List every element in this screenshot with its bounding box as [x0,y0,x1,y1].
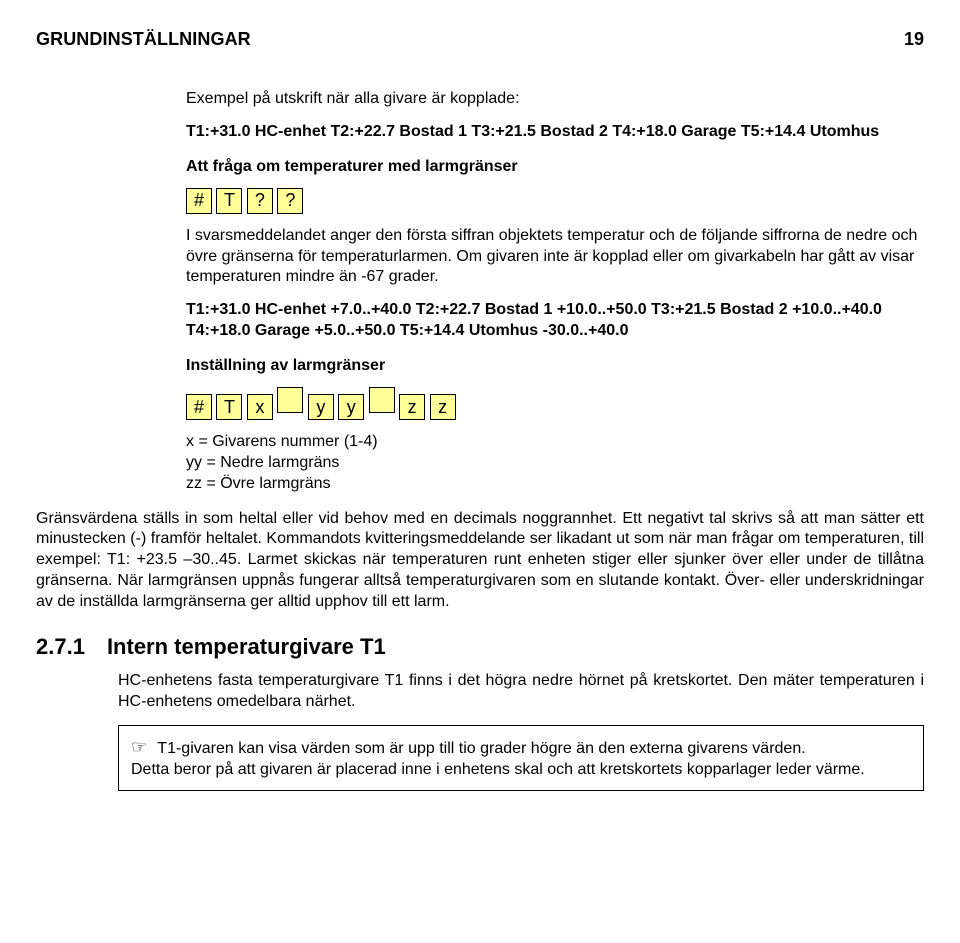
query-block: Att fråga om temperaturer med larmgränse… [36,157,924,342]
alarm-legend-yy: yy = Nedre larmgräns [186,453,924,474]
code-box: T [216,394,242,420]
example-block: Exempel på utskrift när alla givare är k… [36,89,924,143]
alarm-heading: Inställning av larmgränser [186,356,924,377]
main-text-block: Gränsvärdena ställs in som heltal eller … [36,509,924,613]
section-body-block: HC-enhetens fasta temperaturgivare T1 fi… [36,671,924,713]
hand-point-icon: ☞ [131,737,147,757]
alarm-code-row: # T x y y z z [186,387,924,421]
section-header: 2.7.1 Intern temperaturgivare T1 [36,633,924,662]
section-title: Intern temperaturgivare T1 [107,633,386,662]
code-box: z [430,394,456,420]
code-box [277,387,303,413]
section-number: 2.7.1 [36,633,85,662]
example-output: T1:+31.0 HC-enhet T2:+22.7 Bostad 1 T3:+… [186,122,924,143]
code-box: ? [247,188,273,214]
code-box: T [216,188,242,214]
section-body: HC-enhetens fasta temperaturgivare T1 fi… [36,671,924,713]
code-box: ? [277,188,303,214]
callout-text-1: T1-givaren kan visa värden som är upp ti… [157,740,805,757]
callout-line1: ☞ T1-givaren kan visa värden som är upp … [131,736,911,760]
code-box [369,387,395,413]
code-box: y [338,394,364,420]
page-number: 19 [904,28,924,51]
alarm-legend-zz: zz = Övre larmgräns [186,474,924,495]
code-box: x [247,394,273,420]
query-code-row: # T ? ? [186,188,924,214]
callout-text-2: Detta beror på att givaren är placerad i… [131,760,911,781]
code-box: z [399,394,425,420]
example-intro: Exempel på utskrift när alla givare är k… [186,89,924,110]
callout-box: ☞ T1-givaren kan visa värden som är upp … [118,725,924,792]
query-heading: Att fråga om temperaturer med larmgränse… [186,157,924,178]
code-box: y [308,394,334,420]
page-header: GRUNDINSTÄLLNINGAR 19 [36,28,924,51]
code-box: # [186,188,212,214]
alarm-block: Inställning av larmgränser # T x y y z z… [36,356,924,495]
code-box: # [186,394,212,420]
alarm-legend-x: x = Givarens nummer (1-4) [186,432,924,453]
query-paragraph-1: I svarsmeddelandet anger den första siff… [186,226,924,288]
main-paragraph: Gränsvärdena ställs in som heltal eller … [36,509,924,613]
header-title: GRUNDINSTÄLLNINGAR [36,28,251,51]
query-paragraph-2: T1:+31.0 HC-enhet +7.0..+40.0 T2:+22.7 B… [186,300,924,342]
callout-wrap: ☞ T1-givaren kan visa värden som är upp … [36,725,924,792]
